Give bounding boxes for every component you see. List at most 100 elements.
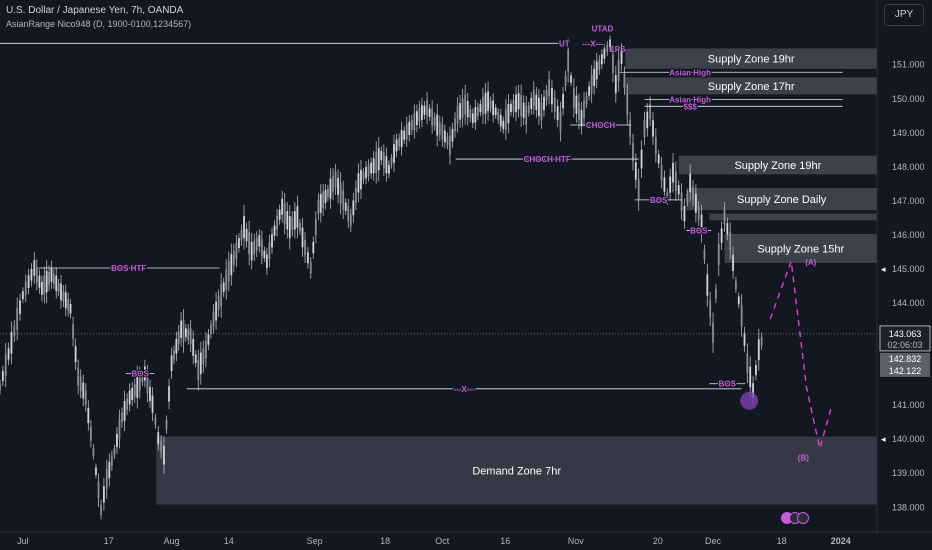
candle-body <box>499 114 502 127</box>
candle-body <box>726 223 729 235</box>
candle-body <box>603 48 606 59</box>
zone-box <box>625 48 877 69</box>
replay-icon[interactable] <box>797 512 809 524</box>
candle-body <box>522 102 525 118</box>
price-axis-bg <box>877 0 932 550</box>
candle-body <box>643 120 646 137</box>
currency-button[interactable]: JPY <box>884 4 924 26</box>
candle-body <box>286 211 289 230</box>
candle-body <box>403 130 406 140</box>
candle-body <box>567 49 570 72</box>
time-tick: Sep <box>307 536 323 546</box>
price-tick: 144.000 <box>892 298 925 308</box>
candle-body <box>515 94 517 113</box>
candle-body <box>446 136 449 146</box>
candle-body <box>620 50 623 64</box>
candle-body <box>16 308 19 330</box>
candle-body <box>212 311 215 327</box>
candle-body <box>312 241 315 254</box>
candle-body <box>87 407 90 424</box>
candle-body <box>484 93 487 114</box>
candle-body <box>559 111 562 132</box>
candle-body <box>0 383 1 391</box>
candle-body <box>395 139 398 152</box>
candle-body <box>210 324 212 334</box>
candle-body <box>545 90 548 101</box>
candle-body <box>572 88 575 108</box>
candle-body <box>263 250 266 259</box>
candle-body <box>309 262 312 274</box>
candle-body <box>720 228 723 243</box>
candle-body <box>746 353 749 374</box>
price-label-box <box>880 352 930 365</box>
candle-body <box>502 120 505 130</box>
candle-body <box>250 241 253 261</box>
candle-body <box>52 274 55 284</box>
candle-body <box>600 54 603 65</box>
marker-circle <box>740 391 759 410</box>
annotation-label: LPS <box>610 45 626 54</box>
candle-body <box>461 98 464 118</box>
candle-body <box>456 105 459 124</box>
candle-body <box>55 275 58 292</box>
time-tick: 17 <box>104 536 114 546</box>
candle-body <box>689 173 692 193</box>
candle-body <box>48 271 50 285</box>
candle-body <box>380 150 383 161</box>
candle-body <box>367 164 370 176</box>
candle-body <box>525 105 528 125</box>
candle-body <box>466 101 469 118</box>
candle-body <box>266 254 268 268</box>
zone-label: Supply Zone 17hr <box>708 81 795 93</box>
candle-body <box>666 192 669 201</box>
candle-body <box>136 376 139 398</box>
candle-body <box>489 100 492 109</box>
time-tick: Oct <box>435 536 450 546</box>
candle-body <box>64 292 67 309</box>
candle-body <box>133 384 136 397</box>
candle-body <box>598 59 601 70</box>
time-tick: Nov <box>568 536 585 546</box>
candle-body <box>57 283 60 292</box>
zone-box <box>156 436 877 505</box>
candle-body <box>43 275 46 295</box>
candle-body <box>595 61 598 80</box>
candle-body <box>35 267 38 283</box>
candle-body <box>413 113 416 131</box>
price-tick: 151.000 <box>892 60 925 70</box>
candle-body <box>227 261 230 282</box>
price-tick: 139.000 <box>892 468 925 478</box>
candle-body <box>296 206 299 228</box>
candle-body <box>578 102 580 121</box>
zone-label: Demand Zone 7hr <box>472 466 561 478</box>
candle-body <box>79 376 82 391</box>
candle-body <box>360 169 362 190</box>
candle-body <box>464 94 467 115</box>
annotation-label: Asian High <box>669 68 711 77</box>
candle-body <box>629 120 632 137</box>
candle-body <box>60 283 62 301</box>
candle-body <box>105 469 108 489</box>
candle-body <box>10 332 13 354</box>
candle-body <box>564 75 567 86</box>
price-arrow-icon: ◂ <box>881 264 886 274</box>
candle-body <box>700 214 703 234</box>
zone-box <box>625 77 877 95</box>
candle-body <box>575 95 578 114</box>
candle-body <box>175 338 178 354</box>
candle-body <box>385 156 388 174</box>
candle-body <box>609 39 611 48</box>
projection-label-a: (A) <box>805 258 816 267</box>
candle-body <box>92 448 95 456</box>
candle-body <box>354 187 357 203</box>
candle-body <box>113 448 116 456</box>
candle-body <box>207 334 210 345</box>
countdown-label: 02:06:03 <box>887 340 922 350</box>
candle-body <box>438 122 441 135</box>
candle-body <box>293 211 296 230</box>
current-price-box[interactable] <box>879 325 931 352</box>
candle-body <box>723 209 726 225</box>
candle-body <box>535 94 538 110</box>
